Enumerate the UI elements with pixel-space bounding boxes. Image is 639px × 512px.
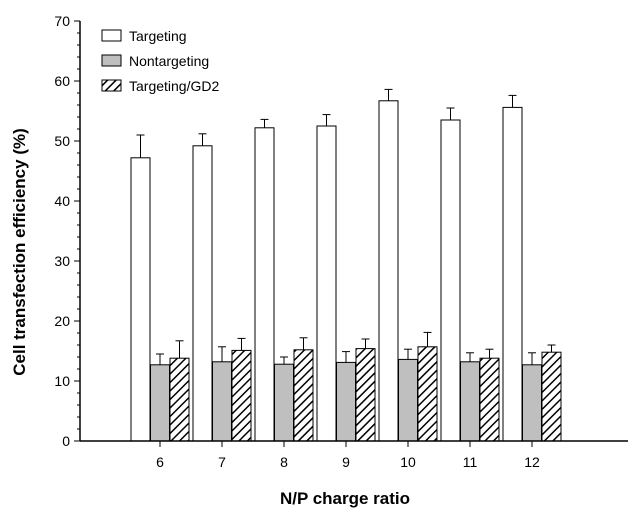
y-axis-title: Cell transfection efficiency (%)	[10, 128, 29, 376]
bars-layer	[130, 88, 562, 442]
bar-targeting-gd2	[169, 357, 190, 442]
legend-swatch	[101, 54, 122, 67]
legend-label: Nontargeting	[129, 53, 209, 69]
bar-targeting-gd2	[479, 357, 500, 442]
x-tick-label: 10	[400, 454, 416, 470]
bar-targeting-gd2	[293, 349, 314, 442]
bar-targeting-gd2	[541, 351, 562, 442]
bar-targeting	[502, 106, 523, 442]
legend-label: Targeting	[129, 28, 187, 44]
y-tick-label: 10	[54, 373, 70, 389]
axes-layer: 0 10 20 30 40 50 60 70 6 7 8 9 10 11 12	[54, 13, 628, 470]
bar-nontargeting	[150, 364, 170, 442]
bar-nontargeting	[336, 361, 356, 442]
y-tick-label: 50	[54, 133, 70, 149]
legend-label: Targeting/GD2	[129, 78, 219, 94]
legend: Targeting Nontargeting Targeting/GD2	[101, 28, 219, 94]
y-tick-label: 40	[54, 193, 70, 209]
x-tick-label: 6	[156, 454, 164, 470]
y-tick-label: 30	[54, 253, 70, 269]
legend-swatch	[101, 29, 122, 42]
bar-targeting	[192, 145, 213, 442]
bar-targeting-gd2	[231, 349, 252, 442]
x-tick-label: 12	[524, 454, 540, 470]
x-tick-label: 9	[342, 454, 350, 470]
bar-nontargeting	[460, 361, 480, 442]
x-tick-label: 8	[280, 454, 288, 470]
bar-targeting-gd2	[355, 348, 376, 442]
bar-targeting	[254, 127, 275, 442]
bar-nontargeting	[522, 364, 542, 442]
y-tick-label: 20	[54, 313, 70, 329]
legend-swatch	[101, 79, 122, 92]
x-axis-title: N/P charge ratio	[280, 489, 410, 508]
bar-targeting	[316, 125, 337, 442]
bar-targeting	[130, 157, 151, 442]
bar-targeting	[378, 100, 399, 442]
bar-targeting-gd2	[417, 346, 438, 442]
bar-targeting	[440, 119, 461, 442]
y-tick-label: 0	[62, 433, 70, 449]
bar-nontargeting	[274, 363, 294, 442]
bar-nontargeting	[212, 361, 232, 442]
x-tick-label: 11	[463, 454, 478, 470]
x-tick-label: 7	[218, 454, 226, 470]
y-tick-label: 70	[54, 13, 70, 29]
bar-nontargeting	[398, 358, 418, 442]
y-tick-label: 60	[54, 73, 70, 89]
